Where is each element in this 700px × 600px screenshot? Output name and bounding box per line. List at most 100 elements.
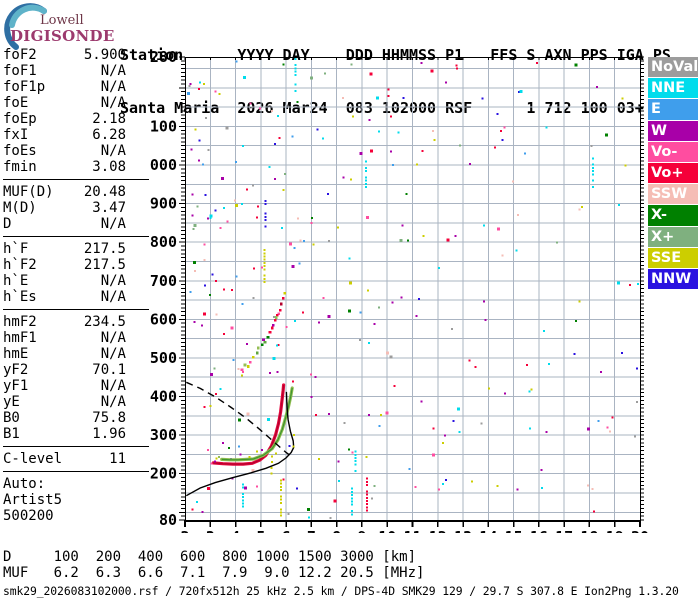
noise-dot (198, 81, 201, 84)
param-value: 20.48 (83, 184, 126, 200)
param-row-hme: hmE N/A (3, 346, 149, 362)
header-columns-line: Station YYYY DAY DDD HHMMSS P1 FFS S AXN… (120, 46, 671, 64)
noise-strip-dot (350, 494, 353, 497)
noise-dot (446, 238, 450, 242)
noise-dot (547, 363, 550, 366)
param-label: yF1 (3, 378, 29, 394)
noise-dot (628, 284, 631, 287)
param-label: B0 (3, 410, 20, 426)
noise-dot (600, 371, 603, 374)
noise-dot (285, 326, 288, 329)
logo-text-digisonde: DIGISONDE (10, 27, 115, 45)
noise-dot (456, 67, 459, 70)
x-tick-label: 6 (282, 528, 291, 533)
ionogram-plot: 2 3 4 5 6 7 8 9 10 11 12 13 14 15 16 17 18 19 20 1280 1100 10… (150, 48, 649, 533)
noise-dot (458, 430, 461, 433)
noise-dot (226, 220, 229, 223)
noise-dot (516, 488, 519, 491)
noise-dot (219, 388, 222, 391)
noise-dot (231, 289, 234, 292)
noise-dot (621, 352, 624, 355)
noise-strip-dot (366, 477, 368, 480)
noise-dot (540, 487, 543, 490)
noise-dot (197, 159, 200, 162)
noise-dot (365, 456, 368, 459)
param-label: hmF1 (3, 330, 37, 346)
noise-dot (189, 83, 192, 86)
second-hop-echo-dot (246, 365, 250, 368)
noise-dot (378, 130, 381, 133)
noise-strip-dot (350, 500, 353, 503)
noise-dot (234, 160, 237, 163)
noise-strip-dot (242, 499, 245, 502)
trace-accent-dot (270, 466, 273, 469)
noise-dot (523, 152, 526, 155)
noise-dot (350, 63, 353, 66)
noise-dot (243, 76, 247, 80)
x-tick-label: 11 (403, 528, 421, 533)
noise-strip-dot (242, 486, 245, 489)
param-row-hf2: h`F2 217.5 (3, 257, 149, 273)
noise-dot (617, 281, 621, 285)
noise-dot (298, 262, 301, 265)
noise-dot (586, 484, 589, 487)
noise-dot (442, 442, 445, 445)
param-label: foF1p (3, 79, 46, 95)
noise-dot (517, 91, 520, 94)
noise-dot (587, 427, 591, 431)
noise-dot (252, 267, 255, 270)
param-row-fxi: fxI 6.28 (3, 127, 149, 143)
noise-dot (204, 194, 207, 197)
noise-strip-dot (350, 487, 353, 490)
trace-accent-dot (292, 445, 295, 448)
noise-dot (407, 239, 410, 242)
noise-dot (282, 478, 285, 481)
param-row-fmin: fmin 3.08 (3, 159, 149, 175)
noise-dot (288, 445, 291, 448)
noise-dot (317, 458, 320, 461)
noise-dot (457, 407, 461, 411)
y-tick-label: 300 (150, 426, 177, 444)
noise-dot (611, 416, 614, 419)
param-label: foEp (3, 111, 37, 127)
noise-dot (573, 353, 576, 356)
echo-color-legend: NoVal NNE E W Vo- Vo+ SSW X- X+ SSE NNW (648, 57, 698, 290)
noise-strip-dot (350, 497, 353, 500)
noise-dot (337, 460, 340, 463)
noise-dot (402, 97, 405, 100)
x-tick-label: 13 (454, 528, 472, 533)
param-row-b1: B1 1.96 (3, 426, 149, 442)
trace-accent-dot (206, 448, 209, 451)
noise-dot (483, 300, 486, 303)
trace-accent-dot (270, 472, 273, 475)
legend-item-e: E (648, 99, 698, 120)
noise-strip-dot (264, 215, 267, 218)
noise-dot (420, 61, 423, 64)
noise-dot (195, 500, 198, 503)
noise-dot (191, 214, 194, 217)
noise-dot (273, 178, 276, 181)
noise-dot (310, 396, 313, 399)
second-hop-echo-dot (260, 343, 264, 347)
noise-dot (232, 358, 235, 361)
noise-dot (307, 516, 310, 519)
x-tick-label: 2 (180, 528, 189, 533)
noise-dot (267, 417, 271, 421)
noise-strip-dot (280, 511, 283, 514)
noise-dot (274, 143, 277, 146)
noise-dot (272, 315, 275, 318)
y-tick-label: 600 (150, 310, 177, 328)
param-value: N/A (100, 330, 126, 346)
noise-dot (314, 375, 317, 378)
legend-item-x: X- (648, 205, 698, 226)
param-label: h`E (3, 273, 29, 289)
noise-dot (246, 188, 249, 191)
noise-dot (503, 392, 506, 395)
noise-strip-dot (366, 499, 368, 502)
noise-dot (193, 320, 196, 323)
param-value: 11 (109, 451, 126, 467)
noise-strip-dot (592, 157, 595, 160)
noise-dot (444, 478, 447, 481)
noise-dot (350, 178, 353, 181)
noise-dot (209, 405, 212, 408)
